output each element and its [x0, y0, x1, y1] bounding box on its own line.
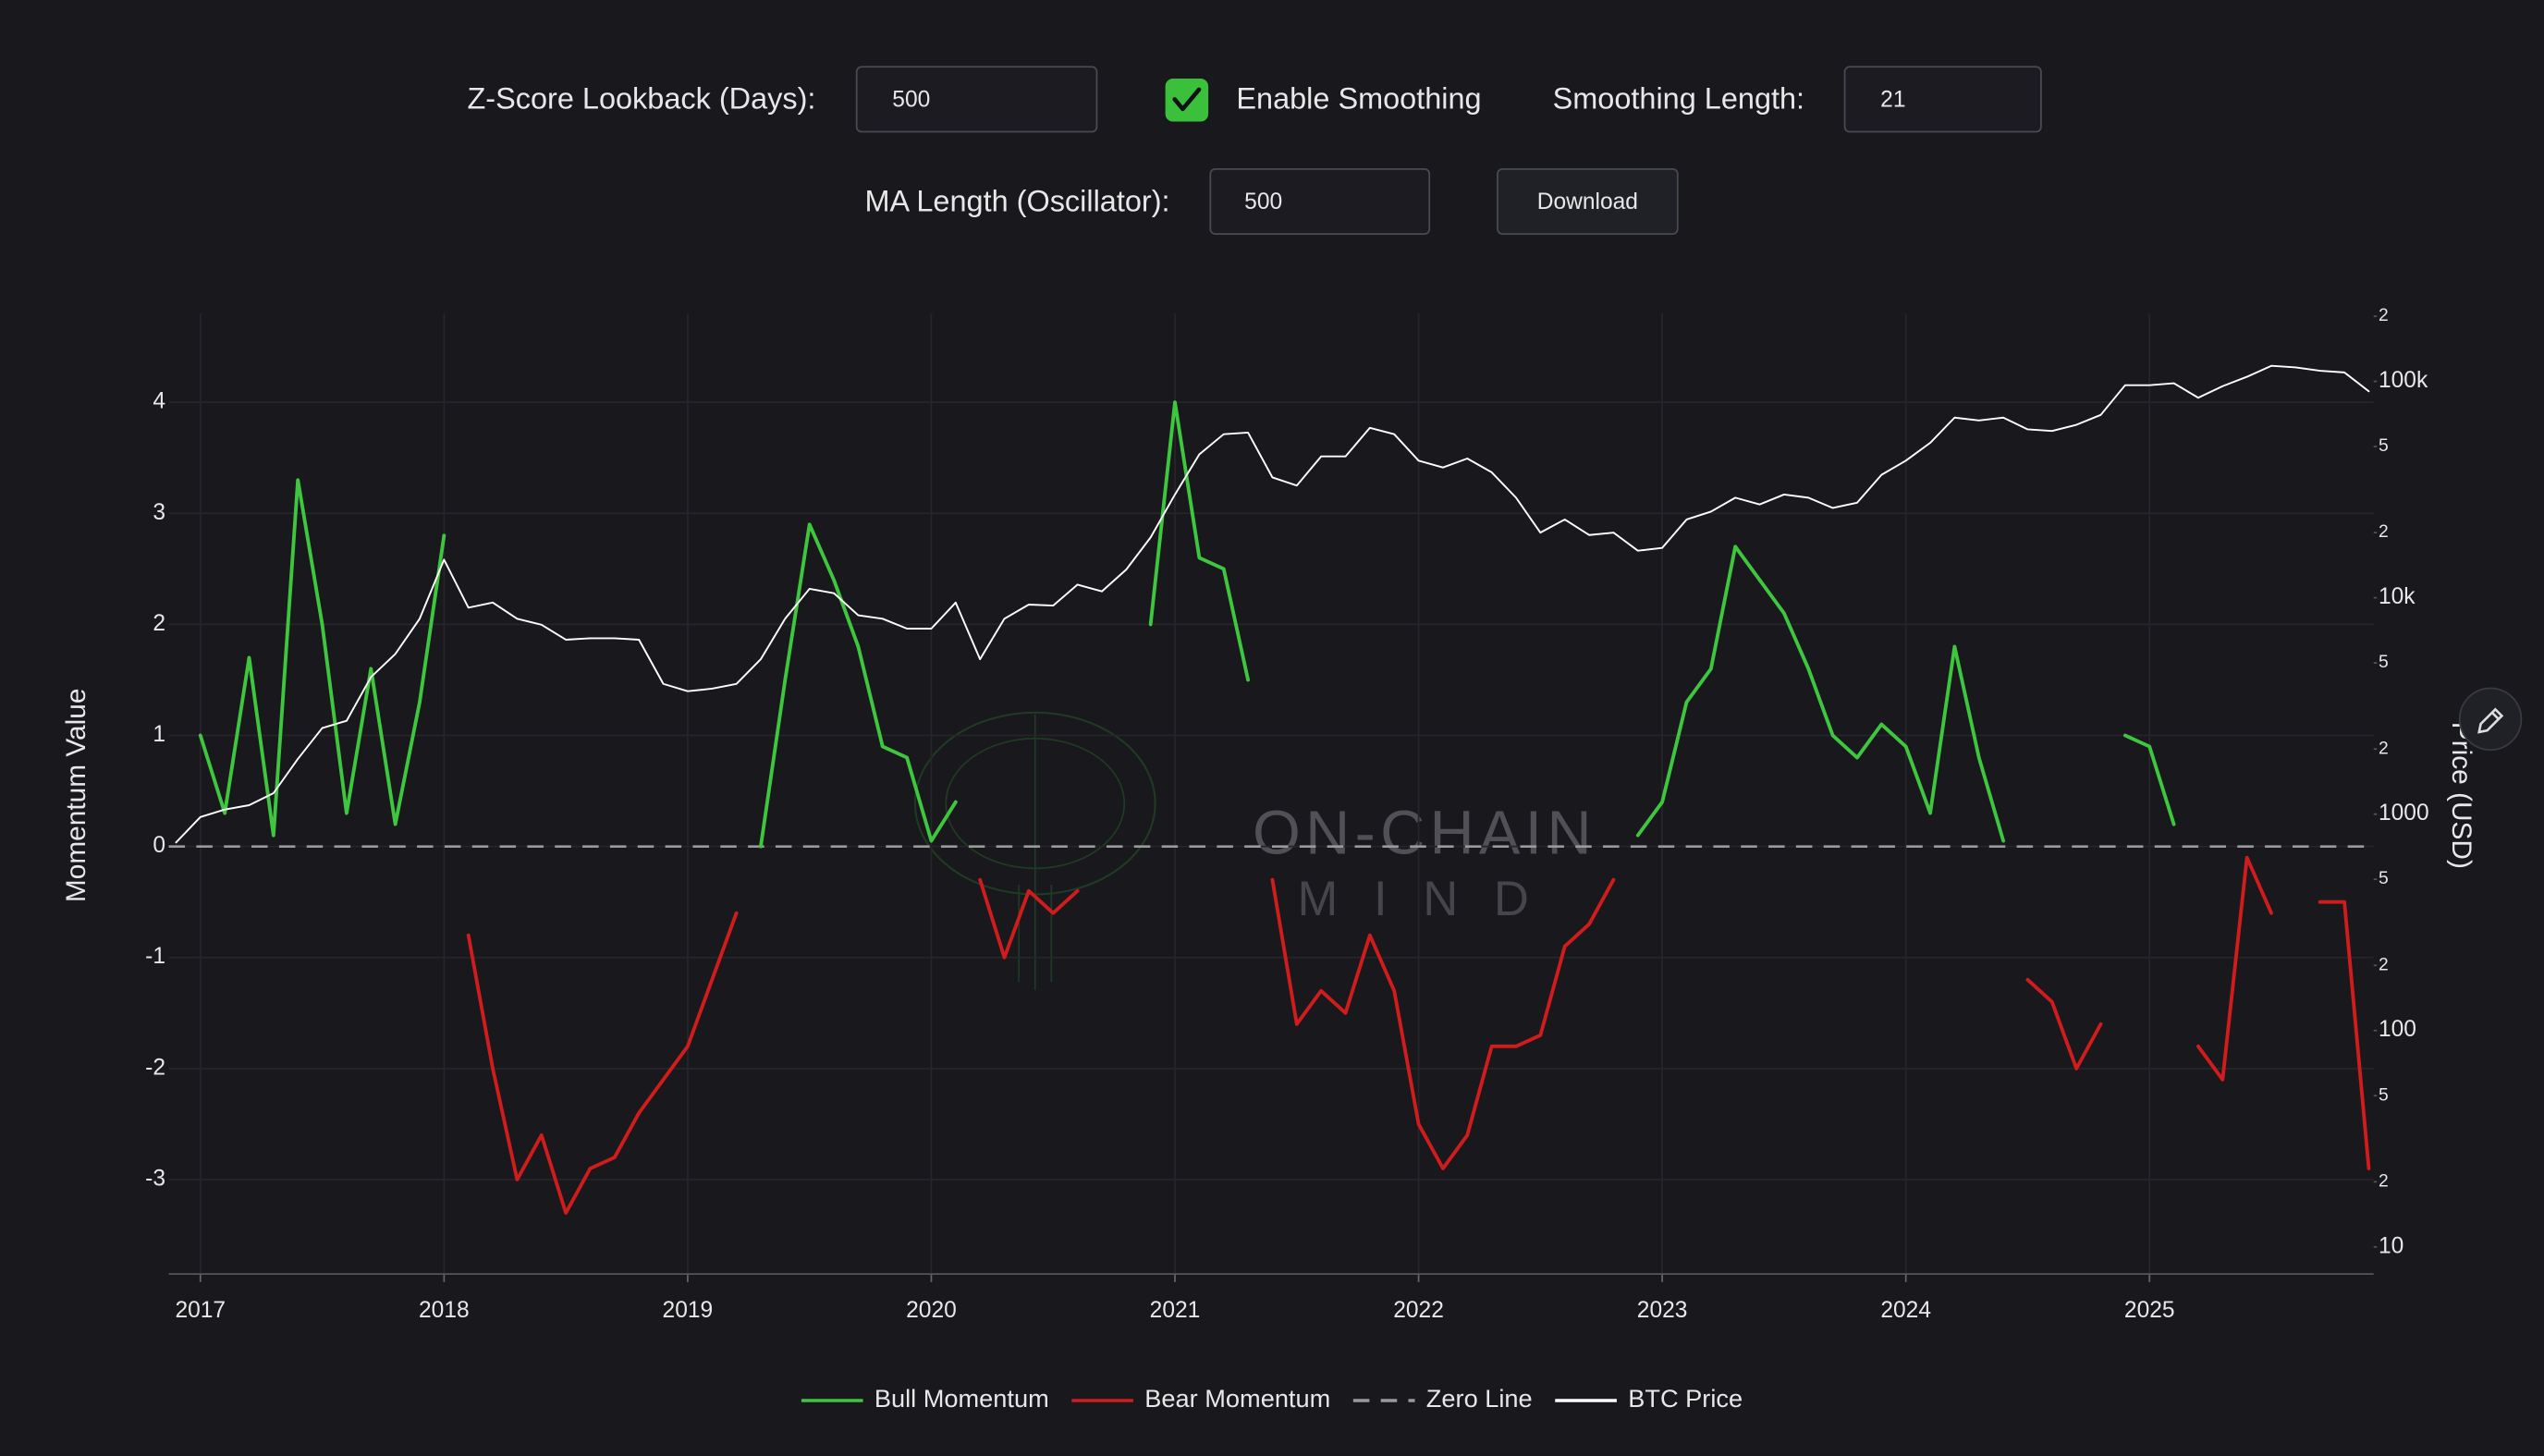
y2-tick-label: 100: [2379, 1017, 2416, 1042]
y2-tick-label: 2: [2379, 522, 2389, 542]
y2-tick-label: 2: [2379, 955, 2389, 974]
input-value: 500: [1244, 190, 1282, 214]
text-input[interactable]: 21: [1843, 66, 2042, 133]
y-axis-title: Momentum Value: [61, 689, 92, 903]
y2-tick-label: 2: [2379, 306, 2389, 325]
y-tick-label: 1: [153, 722, 165, 747]
y2-tick-label: 5: [2379, 436, 2389, 456]
button-label: Download: [1537, 190, 1638, 214]
chart: -3 -2 -1 0 1 2 3 4 2017 2018 2019 2020 2021 2022 2023 2…: [145, 306, 2428, 1323]
input-box[interactable]: [1843, 66, 2042, 133]
y-tick-label: 3: [153, 500, 165, 525]
y2-tick-label: 5: [2379, 869, 2389, 888]
checkmark: [1172, 87, 1202, 112]
y2-axis-title: Price (USD): [2446, 722, 2477, 869]
x-tick-label: 2018: [419, 1298, 470, 1323]
x-tick-label: 2021: [1150, 1298, 1201, 1323]
y2-tick-label: 100k: [2379, 368, 2428, 393]
y2-tick-label: 5: [2379, 1085, 2389, 1105]
input-box[interactable]: [855, 66, 1098, 133]
y2-tick-label: 2: [2379, 1171, 2389, 1191]
edit-button[interactable]: [2458, 687, 2523, 752]
y2-tick-label: 1000: [2379, 801, 2429, 826]
y2-tick-label: 10: [2379, 1233, 2403, 1258]
legend-label: BTC Price: [1628, 1384, 1743, 1413]
watermark-text: ON-CHAIN: [1253, 800, 1596, 868]
text-input[interactable]: 500: [855, 66, 1098, 133]
y2-tick-label: 10k: [2379, 584, 2416, 609]
checkbox-label: Enable Smoothing: [1236, 82, 1481, 116]
y-tick-label: 4: [153, 389, 165, 414]
x-tick-label: 2024: [1880, 1298, 1931, 1323]
y-tick-label: 2: [153, 611, 165, 636]
control-label: MA Length (Oscillator):: [864, 184, 1169, 217]
x-tick-label: 2017: [175, 1298, 226, 1323]
edit-circle[interactable]: [2458, 687, 2523, 752]
logo-shape: [945, 738, 1126, 870]
legend-label: Zero Line: [1426, 1384, 1533, 1413]
checkbox[interactable]: [1165, 79, 1209, 122]
x-tick-label: 2025: [2124, 1298, 2175, 1323]
input-value: 500: [892, 88, 930, 113]
y2-tick-label: 5: [2379, 653, 2389, 672]
download-button[interactable]: Download: [1497, 167, 1679, 235]
y-tick-label: -2: [145, 1055, 165, 1080]
y-tick-label: -1: [145, 944, 165, 969]
control-label: Smoothing Length:: [1553, 82, 1804, 116]
input-box[interactable]: [1209, 167, 1431, 235]
text-input[interactable]: 500: [1209, 167, 1431, 235]
legend-label: Bull Momentum: [874, 1384, 1049, 1413]
series-line: [175, 364, 2370, 844]
watermark-text: MIND: [1298, 872, 1565, 926]
x-tick-label: 2020: [906, 1298, 957, 1323]
x-tick-label: 2022: [1393, 1298, 1444, 1323]
x-tick-label: 2023: [1637, 1298, 1688, 1323]
edit-icon: [2477, 707, 2504, 734]
input-value: 21: [1880, 88, 1905, 113]
legend-label: Bear Momentum: [1144, 1384, 1330, 1413]
control-label: Z-Score Lookback (Days):: [467, 82, 815, 116]
button-box[interactable]: [1497, 167, 1679, 235]
y-tick-label: 0: [153, 833, 165, 858]
y2-tick-label: 2: [2379, 739, 2389, 758]
legend: Bull Momentum Bear Momentum Zero Line BTC P…: [801, 1384, 1743, 1413]
x-tick-label: 2019: [663, 1298, 714, 1323]
y-tick-label: -3: [145, 1166, 165, 1191]
checkbox-box[interactable]: [1165, 79, 1209, 122]
series-line: [466, 855, 2371, 1215]
